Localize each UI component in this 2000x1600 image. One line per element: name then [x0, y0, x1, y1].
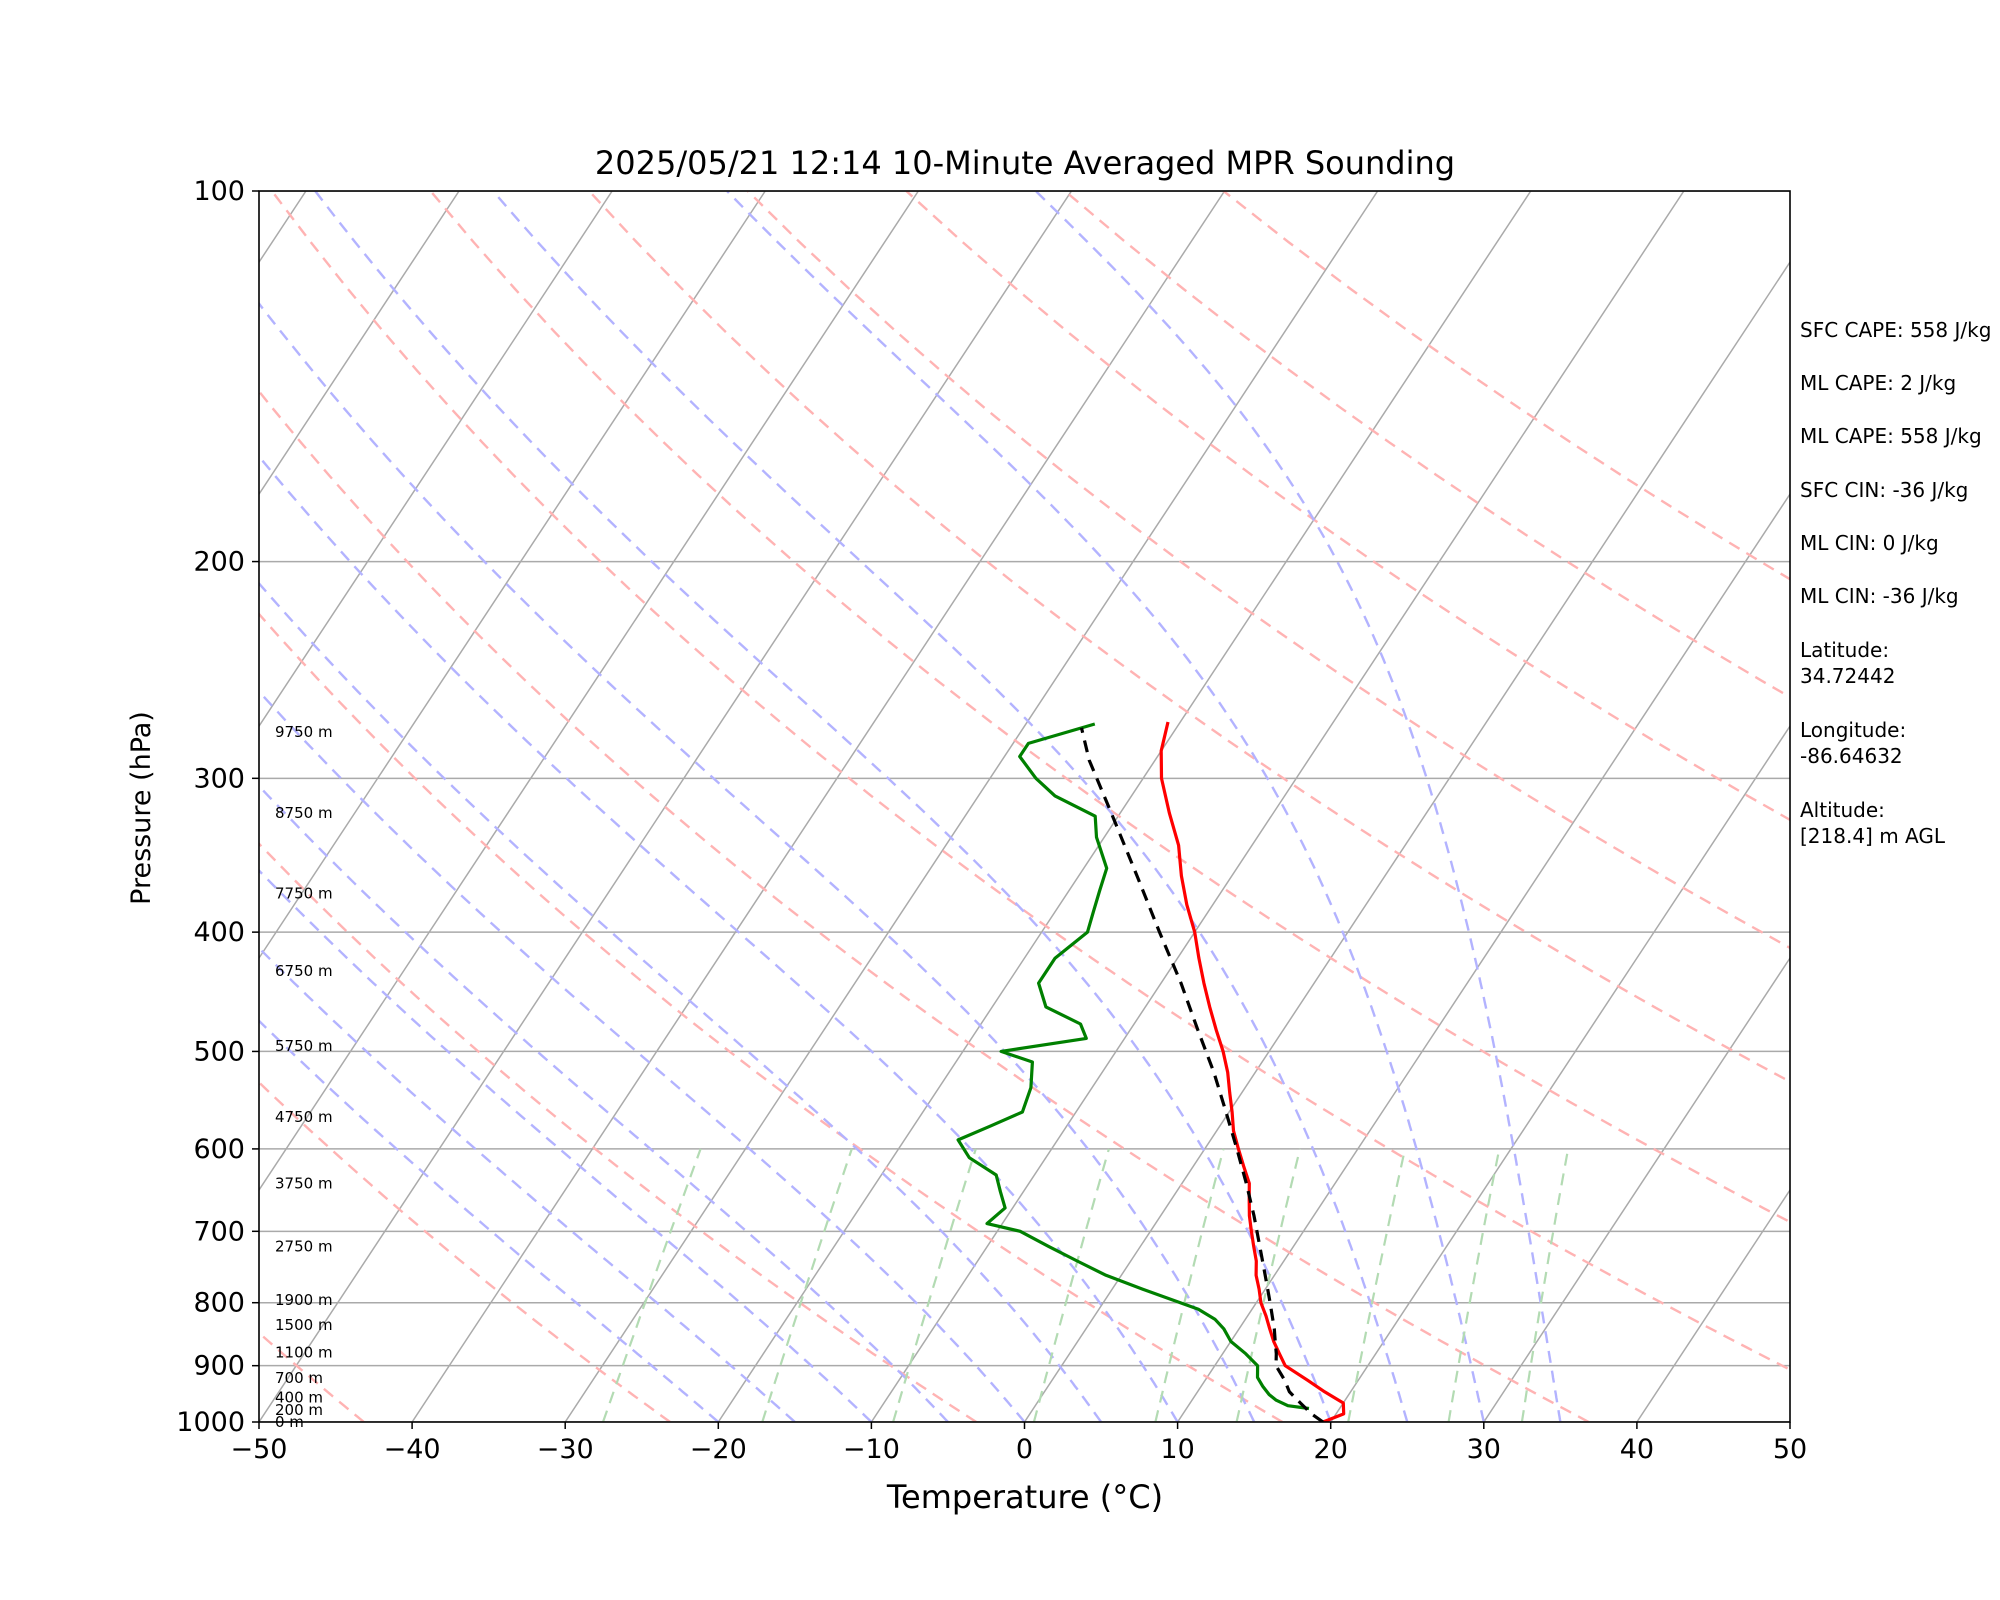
y-axis-label: Pressure (hPa): [126, 711, 157, 905]
height-label: 700 m: [275, 1369, 323, 1387]
moist-adiabat: [314, 191, 1332, 1422]
dry-adiabat: [1064, 191, 1790, 699]
height-label: 3750 m: [275, 1174, 333, 1192]
moist-adiabat: [259, 581, 1103, 1422]
moist-adiabat: [259, 301, 1256, 1422]
isotherm-line: [1176, 492, 1790, 1422]
x-tick-label: 30: [1467, 1434, 1501, 1465]
temperature-profile: [1159, 721, 1346, 1422]
sfc-cape-text: SFC CAPE: 558 J/kg: [1800, 318, 1992, 342]
height-label: 5750 m: [275, 1037, 333, 1055]
ml-cin-text-2: ML CIN: -36 J/kg: [1800, 584, 1959, 608]
x-tick-label: −10: [843, 1434, 900, 1465]
dry-adiabat: [270, 191, 1790, 1372]
x-axis-label: Temperature (°C): [886, 1478, 1163, 1516]
x-tick-label: −30: [537, 1434, 594, 1465]
height-label: 6750 m: [275, 962, 333, 980]
y-tick-label: 800: [193, 1288, 245, 1319]
y-tick-label: 700: [193, 1216, 245, 1247]
background-lines: [0, 191, 1790, 1422]
isotherm-line: [1483, 956, 1790, 1422]
isotherm-line: [1023, 260, 1790, 1422]
altitude-text: Altitude: [218.4] m AGL: [1800, 798, 1946, 848]
y-tick-label: 200: [193, 547, 245, 578]
height-label: 1500 m: [275, 1316, 333, 1334]
mixing-ratio-line: [761, 1148, 853, 1422]
parcel-profile: [1079, 727, 1324, 1422]
isotherm-line: [259, 191, 1073, 1422]
isotherm-line: [259, 191, 919, 1192]
y-tick-label: 600: [193, 1134, 245, 1165]
ml-cape-text: ML CAPE: 2 J/kg: [1800, 371, 1957, 395]
ml-cin-text: ML CIN: 0 J/kg: [1800, 531, 1939, 555]
x-tick-label: −40: [384, 1434, 441, 1465]
mixing-ratio-line: [892, 1148, 977, 1422]
dry-adiabat: [746, 191, 1790, 950]
moist-adiabat: [1034, 191, 1562, 1422]
x-tick-label: 10: [1160, 1434, 1194, 1465]
y-tick-label: 900: [193, 1351, 245, 1382]
height-label: 1100 m: [275, 1343, 333, 1361]
y-tick-label: 100: [193, 176, 245, 207]
dry-adiabat: [259, 612, 1284, 1422]
isotherm-line: [259, 191, 613, 728]
mixing-ratio-line: [1520, 1148, 1570, 1422]
y-tick-label: 400: [193, 917, 245, 948]
x-tick-label: −20: [690, 1434, 747, 1465]
dry-adiabat: [259, 389, 1590, 1422]
mixing-ratio-line: [1032, 1148, 1110, 1422]
isotherm-line: [259, 191, 460, 496]
mixing-ratio-line: [1347, 1148, 1407, 1422]
isotherm-line: [717, 191, 1532, 1422]
height-label: 4750 m: [275, 1108, 333, 1126]
x-tick-label: 0: [1016, 1434, 1033, 1465]
x-tick-label: −50: [231, 1434, 288, 1465]
dry-adiabat: [588, 191, 1790, 1084]
chart-title: 2025/05/21 12:14 10-Minute Averaged MPR …: [595, 144, 1455, 182]
x-tick-label: 50: [1773, 1434, 1807, 1465]
x-tick-label: 20: [1314, 1434, 1348, 1465]
isotherm-line: [1330, 724, 1790, 1422]
mixing-ratio-line: [1447, 1148, 1501, 1422]
height-label: 7750 m: [275, 884, 333, 902]
latitude-text: Latitude: 34.72442: [1800, 638, 1896, 688]
dry-adiabat: [429, 191, 1790, 1224]
isotherm-line: [564, 191, 1379, 1422]
moist-adiabat: [259, 454, 1179, 1422]
height-label: 200 m: [275, 1401, 323, 1419]
longitude-text: Longitude: -86.64632: [1800, 718, 1907, 768]
y-tick-label: 300: [193, 763, 245, 794]
x-tick-label: 40: [1620, 1434, 1654, 1465]
moist-adiabat: [259, 1019, 720, 1422]
sfc-cin-text: SFC CIN: -36 J/kg: [1800, 478, 1969, 502]
y-tick-label: 1000: [176, 1407, 245, 1438]
isotherm-line: [1636, 1188, 1790, 1422]
moist-adiabat: [259, 784, 949, 1422]
height-label: 8750 m: [275, 804, 333, 822]
dry-adiabat: [259, 841, 977, 1422]
mixing-ratio-line: [1235, 1148, 1302, 1422]
isotherm-line: [411, 191, 1226, 1422]
isotherm-line: [259, 191, 766, 960]
dewpoint-profile: [956, 722, 1310, 1411]
plot-frame: [258, 190, 1791, 1423]
moist-adiabat: [492, 191, 1409, 1422]
dry-adiabat: [0, 191, 58, 1422]
isotherm-line: [870, 191, 1685, 1422]
ml-cape-text-2: ML CAPE: 558 J/kg: [1800, 424, 1982, 448]
moist-adiabat: [259, 946, 796, 1422]
height-label: 1900 m: [275, 1291, 333, 1309]
moist-adiabat: [259, 868, 873, 1422]
height-label: 9750 m: [275, 723, 333, 741]
y-tick-label: 500: [193, 1036, 245, 1067]
sounding-profiles: [956, 721, 1346, 1422]
dry-adiabat: [259, 1080, 671, 1422]
height-label: 2750 m: [275, 1237, 333, 1255]
mixing-ratio-line: [601, 1148, 702, 1422]
height-label: 400 m: [275, 1388, 323, 1406]
